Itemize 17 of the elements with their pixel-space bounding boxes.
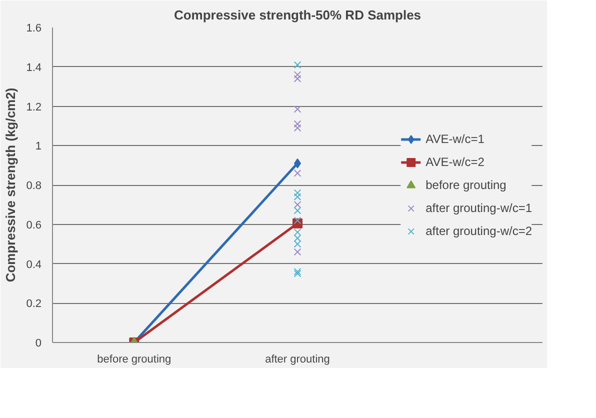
chart-title: Compressive strength-50% RD Samples [174, 8, 422, 22]
legend-label: AVE-w/c=1 [426, 132, 484, 146]
y-tick-label: 1.2 [26, 101, 42, 114]
y-tick-label: 0.2 [26, 298, 42, 310]
y-axis-title: Compressive strength (kg/cm2) [3, 88, 18, 282]
y-tick-label: 1.6 [26, 22, 42, 34]
legend-label: AVE-w/c=2 [426, 154, 484, 168]
legend-label: after grouting-w/c=1 [426, 200, 532, 214]
x-tick-label: after grouting [265, 354, 330, 366]
y-tick-label: 1 [35, 140, 42, 153]
legend-label: before grouting [426, 178, 506, 192]
y-tick-label: 0.6 [26, 219, 42, 232]
y-tick-label: 0.4 [26, 258, 42, 271]
y-tick-label: 0 [35, 338, 42, 350]
y-tick-label: 0.8 [26, 180, 42, 192]
legend-label: after grouting-w/c=2 [426, 224, 532, 238]
y-tick-label: 1.4 [26, 62, 42, 74]
